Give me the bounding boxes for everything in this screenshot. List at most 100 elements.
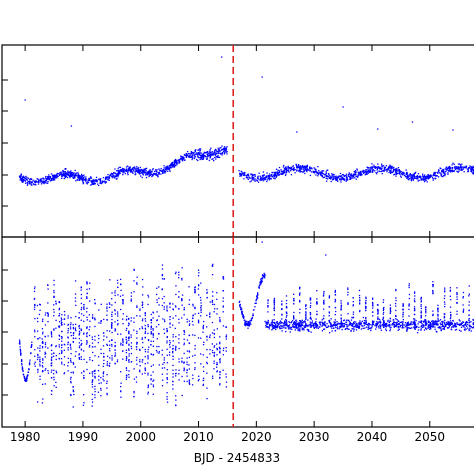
data-point — [359, 310, 361, 313]
data-point — [64, 171, 66, 173]
data-point — [188, 286, 190, 288]
data-point — [347, 319, 349, 321]
data-point — [323, 294, 325, 296]
data-point — [120, 382, 122, 384]
data-point — [409, 327, 412, 330]
data-point — [91, 338, 94, 340]
data-point — [281, 300, 283, 302]
data-point — [163, 306, 165, 308]
data-point — [434, 326, 436, 328]
data-point — [181, 317, 183, 319]
data-point — [437, 311, 439, 313]
data-point — [19, 348, 21, 350]
data-point — [147, 358, 149, 360]
data-point — [425, 312, 427, 314]
data-point — [118, 166, 120, 169]
data-point — [141, 338, 143, 341]
data-point — [198, 294, 200, 296]
data-point — [176, 160, 178, 162]
data-point — [397, 325, 400, 328]
data-point — [178, 347, 180, 350]
data-point — [70, 358, 72, 360]
data-point — [327, 325, 330, 327]
data-point — [166, 378, 169, 380]
data-point — [213, 346, 215, 348]
data-point — [194, 152, 196, 154]
data-point — [50, 344, 53, 346]
data-point — [368, 325, 370, 327]
data-point — [194, 313, 196, 315]
data-point — [271, 171, 273, 174]
data-point — [91, 393, 94, 396]
data-point — [194, 362, 196, 364]
data-point — [406, 329, 408, 331]
data-point — [299, 326, 301, 328]
data-point — [73, 174, 76, 176]
data-point — [382, 165, 385, 167]
data-point — [186, 357, 188, 359]
data-point — [212, 351, 214, 354]
data-point — [281, 322, 283, 324]
data-point — [137, 169, 140, 171]
data-point — [163, 359, 165, 361]
data-point — [20, 175, 22, 177]
data-point — [61, 318, 63, 321]
data-point — [80, 297, 83, 299]
data-point — [395, 305, 397, 307]
data-point — [219, 343, 221, 345]
data-point — [275, 328, 277, 331]
data-point — [306, 324, 308, 326]
data-point — [74, 297, 77, 299]
data-point — [138, 170, 140, 173]
data-point — [337, 177, 339, 179]
data-point — [202, 384, 204, 387]
data-point — [75, 174, 78, 177]
data-point — [446, 322, 449, 324]
data-point — [34, 365, 36, 367]
data-point — [273, 322, 276, 325]
data-point — [418, 179, 420, 182]
data-point — [144, 372, 146, 374]
data-point — [419, 321, 421, 323]
data-point — [346, 326, 348, 328]
data-point — [273, 305, 276, 307]
data-point — [472, 167, 474, 169]
data-point — [339, 178, 341, 180]
data-point — [356, 323, 358, 325]
data-point — [135, 168, 137, 170]
data-point — [425, 328, 428, 330]
data-point — [128, 337, 130, 339]
data-point — [120, 342, 122, 344]
data-point — [158, 364, 160, 366]
data-point — [408, 284, 410, 287]
data-point — [213, 362, 215, 364]
data-point — [121, 170, 123, 172]
data-point — [349, 177, 352, 179]
data-point — [108, 176, 110, 178]
data-point — [202, 354, 204, 356]
data-point — [152, 340, 155, 342]
data-point — [34, 286, 36, 288]
data-point — [167, 165, 169, 167]
data-point — [372, 307, 374, 309]
data-point — [311, 322, 313, 324]
data-point — [379, 327, 382, 329]
data-point — [248, 324, 251, 326]
data-point — [70, 382, 72, 384]
data-point — [299, 166, 301, 169]
data-point — [117, 313, 119, 315]
data-point — [334, 321, 337, 323]
data-point — [432, 322, 435, 325]
data-point — [299, 320, 301, 322]
data-point — [113, 175, 115, 177]
data-point — [42, 359, 44, 361]
data-point — [135, 359, 138, 361]
data-point — [420, 178, 422, 180]
data-point — [461, 163, 463, 165]
data-point — [372, 166, 374, 168]
data-point — [168, 344, 171, 346]
data-point — [69, 172, 72, 174]
data-point — [44, 346, 47, 348]
data-point — [434, 174, 436, 177]
data-point — [332, 327, 334, 329]
